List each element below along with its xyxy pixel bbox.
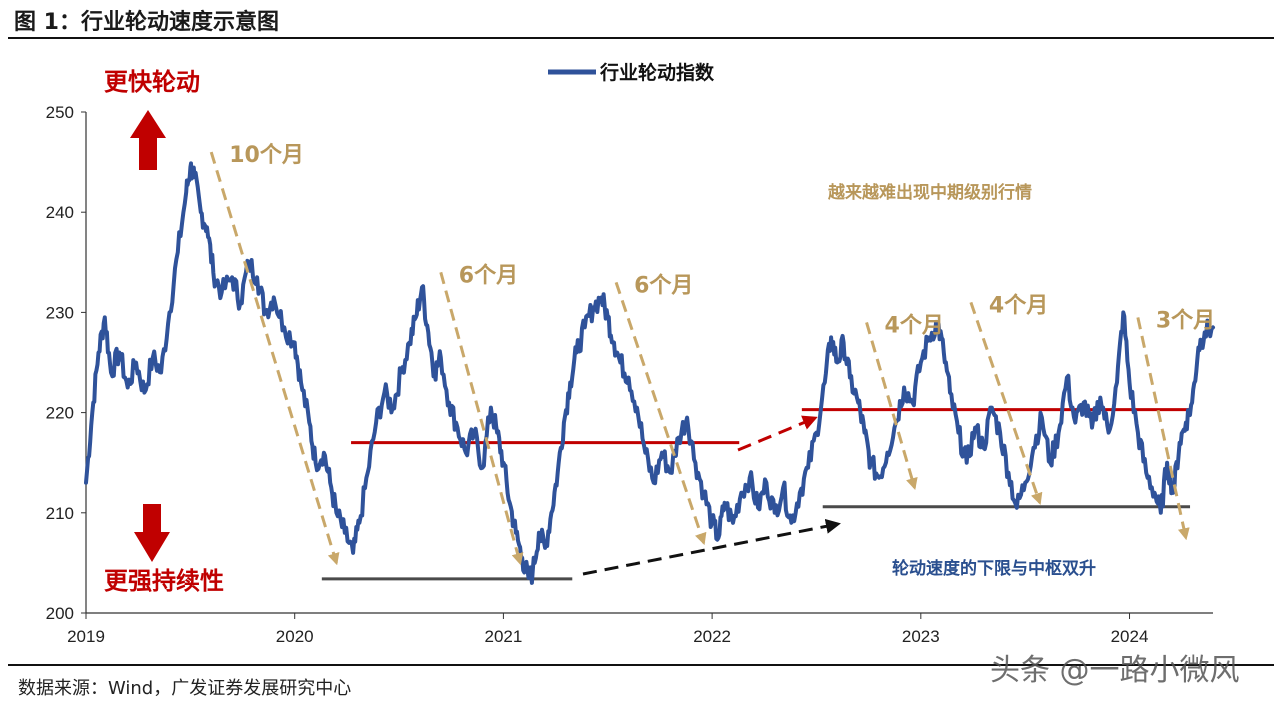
top-rule	[8, 37, 1274, 39]
stronger-persistence-label: 更强持续性	[104, 567, 224, 595]
series-line-industry-rotation	[84, 161, 1215, 585]
decline-arrow-4	[865, 322, 918, 491]
duration-label: 4个月	[989, 293, 1048, 318]
x-tick-label: 2019	[67, 627, 105, 646]
band-rising-arrow	[737, 415, 818, 452]
decline-arrow-3	[614, 281, 707, 546]
faster-rotation-indicator: 更快轮动	[104, 68, 200, 170]
decline-arrows: 10个月 6个月 6个月 4个月 4个月 3个月	[209, 143, 1215, 566]
annotation-floor-rising: 轮动速度的下限与中枢双升	[892, 558, 1096, 579]
up-arrow-icon	[130, 110, 166, 170]
decline-arrow-2	[439, 271, 524, 566]
bottom-rule	[8, 664, 1274, 666]
x-tick-label: 2023	[902, 627, 940, 646]
duration-label: 10个月	[229, 143, 304, 168]
y-ticks: 200 210 220 230 240 250	[46, 103, 86, 623]
duration-label: 3个月	[1156, 308, 1215, 333]
down-arrow-icon	[134, 504, 170, 562]
y-tick-label: 250	[46, 103, 74, 122]
data-source: 数据来源：Wind，广发证券发展研究中心	[18, 678, 352, 699]
legend-label: 行业轮动指数	[599, 61, 715, 84]
x-tick-label: 2022	[693, 627, 731, 646]
duration-label: 6个月	[459, 263, 518, 288]
legend: 行业轮动指数	[548, 61, 715, 84]
y-tick-label: 210	[46, 504, 74, 523]
figure-title: 图 1：行业轮动速度示意图	[14, 10, 279, 35]
duration-label: 6个月	[634, 273, 693, 298]
floor-rising-arrow	[582, 518, 841, 576]
x-ticks: 2019 2020 2021 2022 2023 2024	[67, 613, 1148, 646]
y-tick-label: 200	[46, 604, 74, 623]
annotation-harder-mid-term: 越来越难出现中期级别行情	[827, 182, 1032, 203]
x-tick-label: 2021	[484, 627, 522, 646]
stronger-persistence-indicator: 更强持续性	[104, 504, 224, 595]
decline-arrow-5	[969, 301, 1043, 506]
y-tick-label: 240	[46, 203, 74, 222]
x-tick-label: 2024	[1111, 627, 1149, 646]
y-tick-label: 220	[46, 404, 74, 423]
x-tick-label: 2020	[276, 627, 314, 646]
y-tick-label: 230	[46, 303, 74, 322]
duration-label: 4个月	[885, 313, 944, 338]
faster-rotation-label: 更快轮动	[104, 68, 200, 96]
decline-arrow-1	[209, 151, 340, 566]
watermark: 头条 @一路小微风	[990, 653, 1240, 688]
